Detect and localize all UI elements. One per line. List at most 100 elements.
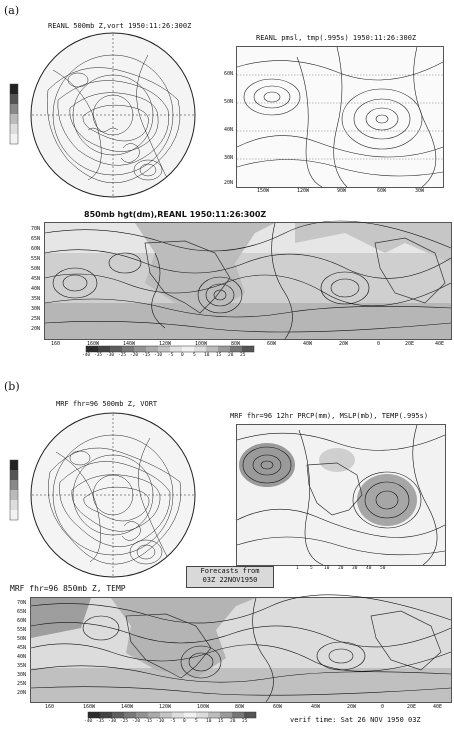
pmsl-lat-4: 20N <box>224 180 234 186</box>
b-cb-9: 5 <box>195 719 198 724</box>
b-cb-5: -15 <box>144 719 153 724</box>
b-lon-7: 40W <box>311 704 321 710</box>
a-cb-6: -10 <box>154 353 163 358</box>
b-cb-4: -20 <box>132 719 141 724</box>
a-cb-7: -5 <box>168 353 174 358</box>
a-lat-7: 35N <box>31 296 41 302</box>
pmsl-lat-3: 30N <box>224 155 234 161</box>
pmsl-lat-1: 50N <box>224 99 234 105</box>
b-cb-12: 20 <box>230 719 236 724</box>
forecast-line-2: 03Z 22NOV1950 <box>202 576 258 584</box>
b-cb-13: 25 <box>242 719 248 724</box>
a-lon-0: 160 <box>51 341 61 347</box>
panel-a-polar-title: REANL 500mb Z,vort 1950:11:26:300Z <box>48 22 192 30</box>
panel-a-pmsl-map: 60N 50N 40N 30N 20N 150W 120W 90W 60W 30… <box>224 46 444 194</box>
panel-a-polar-colorbar <box>9 83 19 145</box>
a-lat-1: 65N <box>31 236 41 242</box>
b-lon-11: 40E <box>433 704 443 710</box>
panel-a-pmsl-title: REANL pmsl, tmp(.995s) 1950:11:26:300Z <box>256 34 417 42</box>
b-lon-1: 160W <box>83 704 96 710</box>
panel-b-polar-map <box>30 412 196 578</box>
panel-a-hgt-title: 850mb hgt(dm),REANL 1950:11:26:300Z <box>84 210 267 219</box>
b-ps-4: 30 <box>352 566 358 571</box>
pmsl-lon-0: 150W <box>257 188 270 194</box>
pmsl-lat-2: 40N <box>224 127 234 133</box>
a-cb-1: -35 <box>94 353 103 358</box>
panel-a-hgt-contours <box>44 220 452 340</box>
b-cb-8: 0 <box>183 719 186 724</box>
b-lon-4: 100W <box>197 704 210 710</box>
a-lon-2: 140W <box>123 341 136 347</box>
a-lon-6: 60W <box>267 341 277 347</box>
a-cb-5: -15 <box>142 353 151 358</box>
b-lon-9: 0 <box>381 704 385 710</box>
panel-b-precip-contours <box>236 424 446 566</box>
panel-a-colorbar <box>85 345 255 353</box>
panel-b-colorbar-labels: -40 -35 -30 -25 -20 -15 -10 -5 0 5 10 15… <box>84 719 274 727</box>
b-lon-8: 20W <box>347 704 357 710</box>
forecast-info-box: Forecasts from 03Z 22NOV1950 <box>186 566 274 588</box>
pmsl-lon-3: 60W <box>377 188 387 194</box>
a-lat-5: 45N <box>31 276 41 282</box>
b-cb-7: -5 <box>170 719 176 724</box>
a-lon-9: 0 <box>377 341 381 347</box>
panel-b-hgt-contours <box>30 594 452 703</box>
b-lat-3: 55N <box>17 627 27 633</box>
a-cb-4: -20 <box>130 353 139 358</box>
a-lat-8: 30N <box>31 306 41 312</box>
a-lon-10: 20E <box>405 341 415 347</box>
b-lon-5: 80W <box>235 704 245 710</box>
a-lat-9: 25N <box>31 316 41 322</box>
b-cb-3: -25 <box>120 719 129 724</box>
a-lat-4: 50N <box>31 266 41 272</box>
panel-b-colorbar <box>87 711 257 719</box>
panel-a-hgt-map: 70N 65N 60N 55N 50N 45N 40N 35N 30N 25N … <box>31 220 452 347</box>
panel-b-precip-scale: 1 5 10 20 30 40 50 <box>296 566 396 574</box>
panel-b-polar-colorbar <box>9 459 19 521</box>
b-lon-10: 20E <box>407 704 417 710</box>
a-lat-2: 60N <box>31 246 41 252</box>
panel-a-colorbar-labels: -40 -35 -30 -25 -20 -15 -10 -5 0 5 10 15… <box>82 353 272 361</box>
a-lon-8: 20W <box>339 341 349 347</box>
b-lat-9: 25N <box>17 681 27 687</box>
b-cb-0: -40 <box>84 719 93 724</box>
b-cb-11: 15 <box>218 719 224 724</box>
b-cb-6: -10 <box>156 719 165 724</box>
a-lon-5: 80W <box>231 341 241 347</box>
b-lon-0: 160 <box>45 704 55 710</box>
panel-b-polar-title: MRF fhr=96 500mb Z, VORT <box>56 400 158 408</box>
a-cb-10: 10 <box>204 353 210 358</box>
b-lat-5: 45N <box>17 645 27 651</box>
a-cb-3: -25 <box>118 353 127 358</box>
b-lat-8: 30N <box>17 672 27 678</box>
a-lon-1: 160W <box>87 341 100 347</box>
b-ps-1: 5 <box>310 566 313 571</box>
b-lat-10: 20N <box>17 690 27 696</box>
a-lon-3: 120W <box>159 341 172 347</box>
a-cb-11: 15 <box>216 353 222 358</box>
panel-a-label: (a) <box>4 4 20 17</box>
a-lat-10: 20N <box>31 326 41 332</box>
b-lat-2: 60N <box>17 618 27 624</box>
a-cb-12: 20 <box>228 353 234 358</box>
b-lon-2: 140W <box>121 704 134 710</box>
verif-time: verif time: Sat 26 NOV 1950 03Z <box>290 716 421 724</box>
panel-a-polar-map <box>30 32 196 198</box>
b-ps-0: 1 <box>296 566 299 571</box>
a-cb-8: 0 <box>181 353 184 358</box>
b-lat-1: 65N <box>17 609 27 615</box>
forecast-line-1: Forecasts from <box>200 567 260 575</box>
panel-b-precip-map <box>236 424 446 566</box>
panel-a-pmsl-contours <box>236 46 444 188</box>
b-ps-2: 10 <box>324 566 330 571</box>
panel-b-hgt-map: 70N 65N 60N 55N 50N 45N 40N 35N 30N 25N … <box>17 594 452 710</box>
panel-b-precip-title: MRF fhr=96 12hr PRCP(mm), MSLP(mb), TEMP… <box>230 412 429 420</box>
pmsl-lon-2: 90W <box>337 188 347 194</box>
b-lat-7: 35N <box>17 663 27 669</box>
b-lon-3: 120W <box>159 704 172 710</box>
b-lat-4: 50N <box>17 636 27 642</box>
b-ps-6: 50 <box>380 566 386 571</box>
pmsl-lon-1: 120W <box>297 188 310 194</box>
pmsl-lat-0: 60N <box>224 71 234 77</box>
a-lat-6: 40N <box>31 286 41 292</box>
